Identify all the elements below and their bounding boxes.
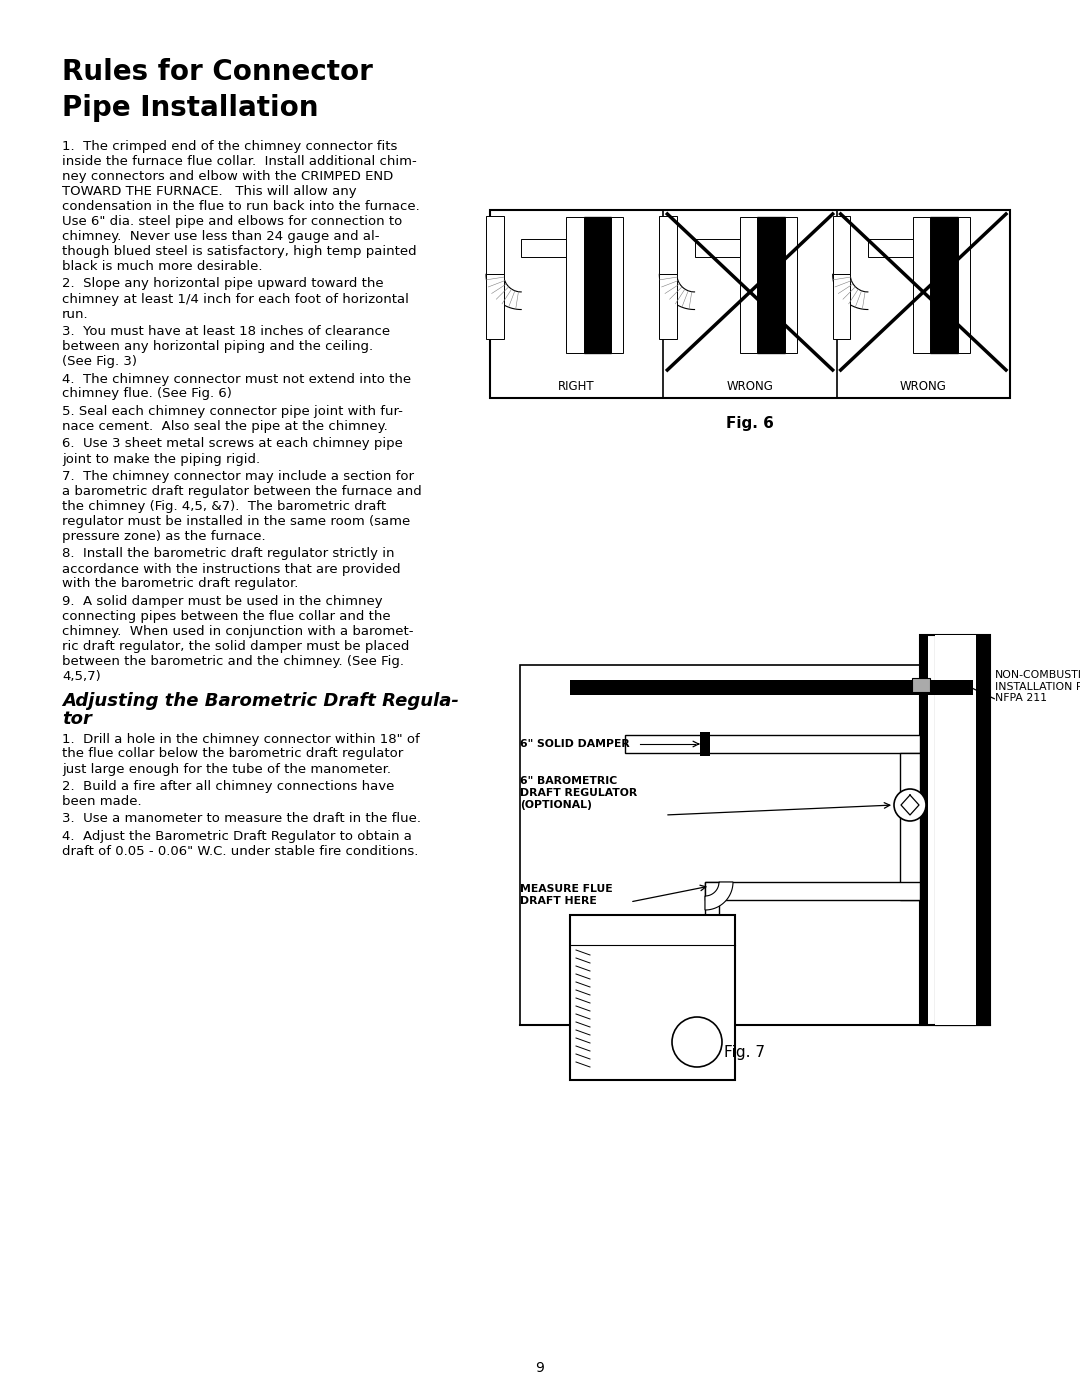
- Text: 2.  Slope any horizontal pipe upward toward the: 2. Slope any horizontal pipe upward towa…: [62, 278, 383, 291]
- Bar: [976, 636, 990, 1025]
- Text: 6" SOLID DAMPER: 6" SOLID DAMPER: [519, 739, 630, 749]
- Bar: [913, 217, 930, 353]
- Text: pressure zone) as the furnace.: pressure zone) as the furnace.: [62, 529, 266, 543]
- Text: chimney flue. (See Fig. 6): chimney flue. (See Fig. 6): [62, 387, 232, 401]
- Bar: [519, 665, 990, 1025]
- Bar: [757, 217, 785, 353]
- Text: 9.  A solid damper must be used in the chimney: 9. A solid damper must be used in the ch…: [62, 595, 382, 608]
- Bar: [611, 217, 623, 353]
- Text: ric draft regulator, the solid damper must be placed: ric draft regulator, the solid damper mu…: [62, 640, 409, 652]
- Text: connecting pipes between the flue collar and the: connecting pipes between the flue collar…: [62, 610, 391, 623]
- Text: 3.  Use a manometer to measure the draft in the flue.: 3. Use a manometer to measure the draft …: [62, 813, 421, 826]
- Text: a barometric draft regulator between the furnace and: a barometric draft regulator between the…: [62, 485, 422, 497]
- Text: Fig. 6: Fig. 6: [726, 416, 774, 432]
- Text: with the barometric draft regulator.: with the barometric draft regulator.: [62, 577, 298, 591]
- Bar: [705, 882, 920, 900]
- Circle shape: [672, 1017, 723, 1067]
- Text: inside the furnace flue collar.  Install additional chim-: inside the furnace flue collar. Install …: [62, 155, 417, 168]
- Bar: [868, 239, 913, 257]
- Bar: [958, 217, 970, 353]
- Bar: [570, 915, 735, 1080]
- Text: tor: tor: [62, 711, 92, 728]
- Text: nace cement.  Also seal the pipe at the chimney.: nace cement. Also seal the pipe at the c…: [62, 420, 388, 433]
- Bar: [486, 274, 503, 339]
- Text: 6" BAROMETRIC
DRAFT REGULATOR
(OPTIONAL): 6" BAROMETRIC DRAFT REGULATOR (OPTIONAL): [519, 777, 637, 810]
- Text: Use 6" dia. steel pipe and elbows for connection to: Use 6" dia. steel pipe and elbows for co…: [62, 215, 402, 228]
- Text: 1.  The crimped end of the chimney connector fits: 1. The crimped end of the chimney connec…: [62, 140, 397, 154]
- Text: black is much more desirable.: black is much more desirable.: [62, 260, 262, 272]
- Text: 9: 9: [536, 1361, 544, 1375]
- Text: 4.  The chimney connector must not extend into the: 4. The chimney connector must not extend…: [62, 373, 411, 386]
- Polygon shape: [705, 882, 733, 909]
- Bar: [583, 217, 611, 353]
- Bar: [935, 636, 974, 1025]
- Text: joint to make the piping rigid.: joint to make the piping rigid.: [62, 453, 260, 465]
- Text: Pipe Installation: Pipe Installation: [62, 94, 319, 122]
- Text: RIGHT: RIGHT: [558, 380, 595, 393]
- Bar: [935, 636, 976, 1025]
- Text: Adjusting the Barometric Draft Regula-: Adjusting the Barometric Draft Regula-: [62, 692, 459, 710]
- Bar: [785, 217, 797, 353]
- Text: the flue collar below the barometric draft regulator: the flue collar below the barometric dra…: [62, 747, 403, 760]
- Text: ney connectors and elbow with the CRIMPED END: ney connectors and elbow with the CRIMPE…: [62, 170, 393, 183]
- Bar: [920, 636, 990, 1025]
- Bar: [740, 217, 757, 353]
- Bar: [659, 217, 677, 274]
- Text: regulator must be installed in the same room (same: regulator must be installed in the same …: [62, 515, 410, 528]
- Bar: [625, 735, 920, 753]
- Text: Rules for Connector: Rules for Connector: [62, 59, 373, 87]
- Bar: [705, 882, 719, 915]
- Text: 5. Seal each chimney connector pipe joint with fur-: 5. Seal each chimney connector pipe join…: [62, 405, 403, 418]
- Bar: [522, 239, 566, 257]
- Text: chimney.  Never use less than 24 gauge and al-: chimney. Never use less than 24 gauge an…: [62, 231, 379, 243]
- Text: between any horizontal piping and the ceiling.: between any horizontal piping and the ce…: [62, 339, 373, 353]
- Circle shape: [894, 789, 926, 821]
- Text: chimney.  When used in conjunction with a baromet-: chimney. When used in conjunction with a…: [62, 624, 414, 638]
- Bar: [659, 274, 677, 339]
- Bar: [930, 217, 958, 353]
- Text: between the barometric and the chimney. (See Fig.: between the barometric and the chimney. …: [62, 655, 404, 668]
- Text: Fig. 7: Fig. 7: [725, 1045, 766, 1060]
- Text: just large enough for the tube of the manometer.: just large enough for the tube of the ma…: [62, 763, 391, 775]
- Text: 7.  The chimney connector may include a section for: 7. The chimney connector may include a s…: [62, 469, 414, 483]
- Text: been made.: been made.: [62, 795, 141, 807]
- Bar: [486, 217, 503, 274]
- Text: TOWARD THE FURNACE.   This will allow any: TOWARD THE FURNACE. This will allow any: [62, 184, 356, 198]
- Text: WRONG: WRONG: [727, 380, 773, 393]
- Bar: [920, 636, 928, 1025]
- Bar: [833, 274, 850, 339]
- Text: 4.  Adjust the Barometric Draft Regulator to obtain a: 4. Adjust the Barometric Draft Regulator…: [62, 830, 411, 842]
- Bar: [694, 239, 740, 257]
- Text: 8.  Install the barometric draft regulator strictly in: 8. Install the barometric draft regulato…: [62, 548, 394, 560]
- Text: draft of 0.05 - 0.06" W.C. under stable fire conditions.: draft of 0.05 - 0.06" W.C. under stable …: [62, 845, 418, 858]
- Text: 4,5,7): 4,5,7): [62, 671, 100, 683]
- Text: 2.  Build a fire after all chimney connections have: 2. Build a fire after all chimney connec…: [62, 780, 394, 793]
- Bar: [700, 732, 710, 756]
- Bar: [566, 217, 583, 353]
- Bar: [490, 210, 1010, 398]
- Text: run.: run.: [62, 307, 89, 320]
- Text: 6.  Use 3 sheet metal screws at each chimney pipe: 6. Use 3 sheet metal screws at each chim…: [62, 437, 403, 450]
- Text: WRONG: WRONG: [900, 380, 947, 393]
- Text: MEASURE FLUE
DRAFT HERE: MEASURE FLUE DRAFT HERE: [519, 884, 612, 905]
- Text: condensation in the flue to run back into the furnace.: condensation in the flue to run back int…: [62, 200, 420, 212]
- Text: though blued steel is satisfactory, high temp painted: though blued steel is satisfactory, high…: [62, 244, 417, 258]
- Bar: [570, 680, 972, 690]
- Text: 3.  You must have at least 18 inches of clearance: 3. You must have at least 18 inches of c…: [62, 326, 390, 338]
- Bar: [900, 753, 920, 900]
- Bar: [570, 690, 972, 694]
- Text: (See Fig. 3): (See Fig. 3): [62, 355, 137, 367]
- Text: 1.  Drill a hole in the chimney connector within 18" of: 1. Drill a hole in the chimney connector…: [62, 732, 420, 746]
- Bar: [912, 678, 930, 692]
- Text: accordance with the instructions that are provided: accordance with the instructions that ar…: [62, 563, 401, 576]
- Text: chimney at least 1/4 inch for each foot of horizontal: chimney at least 1/4 inch for each foot …: [62, 292, 409, 306]
- Bar: [833, 217, 850, 274]
- Text: the chimney (Fig. 4,5, &7).  The barometric draft: the chimney (Fig. 4,5, &7). The barometr…: [62, 500, 387, 513]
- Text: NON-COMBUSTIBLE
INSTALLATION PER
NFPA 211: NON-COMBUSTIBLE INSTALLATION PER NFPA 21…: [995, 671, 1080, 703]
